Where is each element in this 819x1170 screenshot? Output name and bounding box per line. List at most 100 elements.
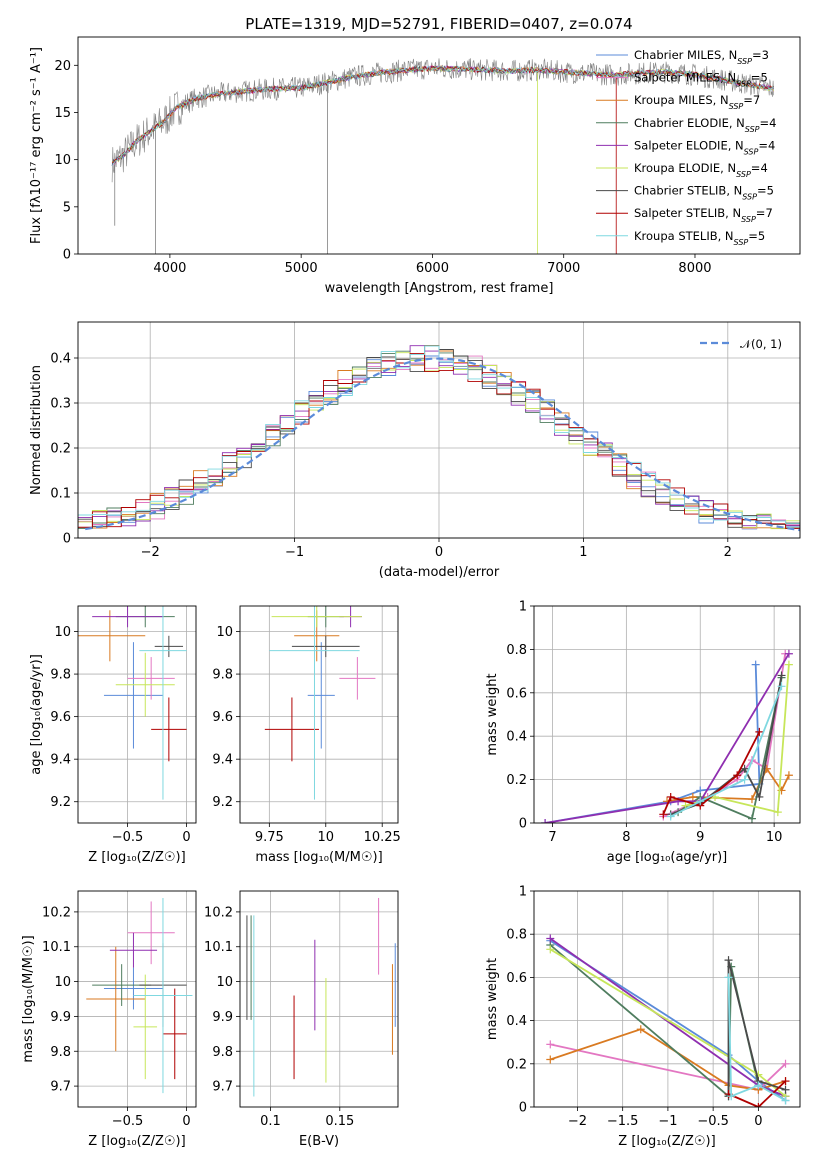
y-tick-label: 0.2 xyxy=(506,773,527,788)
legend-n: 5 xyxy=(767,184,774,198)
x-tick-label: 10.25 xyxy=(364,830,401,845)
panel-mass-vs-ebv: 0.1 0.15 9.7 9.8 9.9 10 10.1 10.2 E(B-V) xyxy=(204,890,399,1149)
x-tick-label: −0.5 xyxy=(697,1114,729,1129)
axes-frame xyxy=(533,605,801,824)
plot-area xyxy=(264,606,376,800)
x-tick-label: −2 xyxy=(568,1114,587,1129)
legend-entry: Salpeter ELODIE, NSSP=4 xyxy=(634,138,775,156)
y-tick-label: 9.9 xyxy=(212,1010,233,1025)
legend-eq: = xyxy=(751,71,761,85)
model-fit-line xyxy=(111,65,774,166)
legend-sub: SSP xyxy=(741,215,756,224)
legend-entry: Salpeter STELIB, NSSP=7 xyxy=(634,206,773,224)
y-tick-label: 9.7 xyxy=(212,1080,233,1095)
x-axis-label: wavelength [Angstrom, rest frame] xyxy=(325,281,554,296)
legend-eq: = xyxy=(758,138,768,152)
weight-marker xyxy=(659,810,668,819)
plot-area xyxy=(541,649,793,823)
plot-area xyxy=(546,934,790,1107)
weight-marker xyxy=(747,795,756,804)
legend-model: Kroupa ELODIE xyxy=(634,161,720,175)
weight-marker xyxy=(696,797,705,806)
y-tick-label: 15 xyxy=(54,106,71,121)
x-tick-label: −1 xyxy=(285,545,304,560)
y-tick-label: 10 xyxy=(54,153,71,168)
legend-n: 4 xyxy=(768,138,775,152)
plot-area xyxy=(86,897,193,1094)
legend-entry: Chabrier ELODIE, NSSP=4 xyxy=(634,116,776,134)
legend-entry: Chabrier STELIB, NSSP=5 xyxy=(634,184,774,202)
weight-marker xyxy=(747,814,756,823)
x-tick-label: 1 xyxy=(579,545,587,560)
y-tick-label: 9.6 xyxy=(212,710,233,725)
x-tick-label: 0 xyxy=(754,1114,762,1129)
x-tick-label: 9.75 xyxy=(255,830,284,845)
legend-entry: Kroupa STELIB, NSSP=5 xyxy=(634,229,765,247)
weight-marker xyxy=(546,945,555,954)
y-tick-label: 10.1 xyxy=(204,940,233,955)
weight-marker xyxy=(781,1059,790,1068)
axes-frame xyxy=(77,36,801,255)
panel-mass-vs-z: −0.5 0 9.7 9.8 9.9 10 10.1 10.2 Z [log₁₀(Z/Z☉)] m… xyxy=(21,890,197,1149)
x-tick-label: −2 xyxy=(141,545,160,560)
y-axis-label: Flux [fλ10⁻¹⁷ erg cm⁻² s⁻¹ A⁻¹] xyxy=(29,47,44,244)
legend: 𝒩(0, 1) xyxy=(700,337,782,351)
x-tick-label: −0.5 xyxy=(112,830,144,845)
weight-marker xyxy=(740,764,749,773)
y-tick-label: 10 xyxy=(216,625,233,640)
panel-weight-vs-age: 7 8 9 10 0 0.2 0.4 0.6 0.8 1 age [log₁₀(age/yr)] ma… xyxy=(485,600,801,865)
weight-marker xyxy=(740,775,749,784)
weight-marker xyxy=(724,956,733,965)
y-tick-label: 0.4 xyxy=(506,730,527,745)
legend-eq: = xyxy=(756,206,766,220)
weight-marker xyxy=(666,812,675,821)
legend-n: 7 xyxy=(765,206,772,220)
chart-title: PLATE=1319, MJD=52791, FIBERID=0407, z=0… xyxy=(245,15,632,33)
x-tick-label: 0 xyxy=(435,545,443,560)
x-tick-label: −1.5 xyxy=(607,1114,639,1129)
weight-marker xyxy=(755,727,764,736)
x-axis-label: (data-model)/error xyxy=(379,565,500,580)
plot-area xyxy=(78,345,800,532)
x-tick-label: 8000 xyxy=(678,261,711,276)
weight-marker xyxy=(541,819,550,823)
legend-eq: = xyxy=(752,48,762,62)
x-axis-label: Z [log₁₀(Z/Z☉)] xyxy=(88,1134,185,1149)
weight-marker xyxy=(751,660,760,669)
weight-marker xyxy=(781,1085,790,1094)
weight-series-line xyxy=(670,675,783,816)
x-tick-label: 0.1 xyxy=(260,1114,281,1129)
legend-model: Chabrier MILES xyxy=(634,48,721,62)
x-tick-label: 2 xyxy=(724,545,732,560)
axes-frame xyxy=(77,890,197,1108)
axes-frame xyxy=(77,605,197,824)
weight-marker xyxy=(777,671,786,680)
weight-marker xyxy=(754,1081,763,1090)
x-tick-label: −1 xyxy=(658,1114,677,1129)
y-tick-label: 1 xyxy=(519,885,527,900)
y-tick-label: 9.7 xyxy=(50,1080,71,1095)
panel-residuals: −2 −1 0 1 2 0 0.1 0.2 0.3 0.4 (data-model)/error No… xyxy=(29,321,801,580)
panel-age-vs-z: −0.5 0 9.2 9.4 9.6 9.8 10 Z [log₁₀(Z/Z☉)] age [l… xyxy=(29,605,197,865)
legend-sep: , N xyxy=(729,116,745,130)
legend-sub: SSP xyxy=(736,79,751,88)
legend-sep: , N xyxy=(720,161,736,175)
x-tick-label: 9 xyxy=(696,830,704,845)
y-tick-label: 9.6 xyxy=(50,710,71,725)
x-axis-label: age [log₁₀(age/yr)] xyxy=(607,850,728,865)
weight-series-line xyxy=(727,959,786,1097)
legend-n: 5 xyxy=(758,229,765,243)
weight-marker xyxy=(688,792,697,801)
weight-marker xyxy=(777,682,786,691)
legend-n: 3 xyxy=(762,48,769,62)
weight-marker xyxy=(727,1092,736,1101)
y-tick-label: 9.8 xyxy=(50,1045,71,1060)
legend-model: Chabrier STELIB xyxy=(634,184,726,198)
legend-sub: SSP xyxy=(742,192,757,201)
y-tick-label: 0.4 xyxy=(50,352,71,367)
x-tick-label: 7000 xyxy=(547,261,580,276)
weight-marker xyxy=(773,808,782,817)
y-axis-label: Normed distribution xyxy=(29,365,44,495)
